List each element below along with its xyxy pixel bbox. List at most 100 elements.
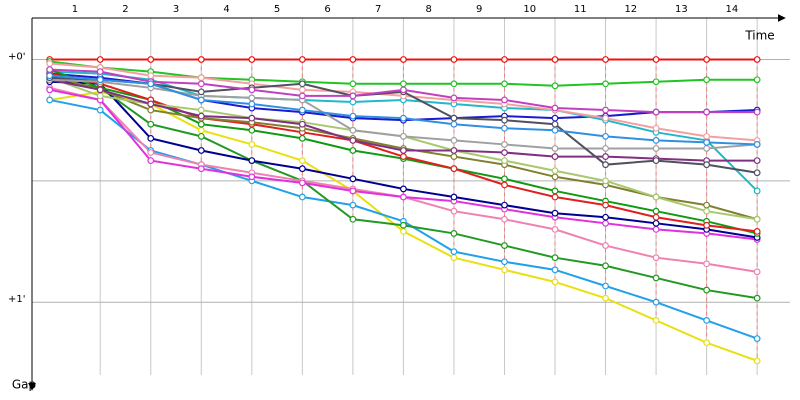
point (450, 248, 458, 256)
x-tick-label: 6 (324, 4, 330, 15)
point (652, 78, 660, 86)
point (248, 100, 256, 108)
point (450, 193, 458, 201)
point (400, 86, 407, 94)
point (703, 108, 711, 116)
point (298, 134, 306, 142)
point (652, 274, 660, 282)
point (501, 266, 508, 274)
point (703, 286, 711, 294)
point (298, 86, 306, 94)
point (753, 335, 761, 342)
point (753, 187, 761, 195)
point (400, 114, 407, 122)
point (703, 145, 711, 152)
point (96, 86, 104, 94)
point (197, 74, 205, 82)
point (450, 230, 458, 237)
point (652, 193, 660, 201)
point (551, 254, 559, 262)
point (703, 339, 711, 347)
point (602, 80, 609, 88)
point (349, 80, 357, 88)
point (147, 134, 155, 142)
point (248, 56, 256, 63)
x-tick-label: 8 (425, 4, 431, 15)
point (197, 106, 205, 114)
point (602, 145, 609, 152)
point (551, 167, 559, 175)
point (551, 278, 559, 286)
point (652, 124, 660, 132)
point (450, 207, 458, 215)
point (147, 100, 155, 108)
point (147, 157, 155, 165)
point (96, 68, 104, 76)
point (501, 157, 508, 165)
point (450, 80, 458, 88)
point (400, 132, 407, 140)
point (450, 120, 458, 128)
point (703, 316, 711, 324)
x-tick-label: 5 (274, 4, 280, 15)
y-tick-label: +1' (8, 294, 26, 305)
point (248, 114, 256, 122)
x-tick-label: 11 (574, 4, 587, 15)
point (197, 126, 205, 134)
point (652, 213, 660, 221)
point (450, 56, 458, 63)
point (501, 258, 508, 266)
point (298, 179, 306, 187)
point (147, 80, 155, 88)
point (248, 126, 256, 134)
point (652, 108, 660, 116)
point (248, 94, 256, 102)
x-tick-label: 12 (624, 4, 637, 15)
point (602, 282, 609, 290)
point (753, 56, 761, 63)
point (703, 201, 711, 209)
point (349, 147, 357, 154)
point (602, 219, 609, 227)
point (652, 219, 660, 227)
point (703, 56, 711, 63)
point (349, 126, 357, 134)
point (298, 92, 306, 100)
point (753, 228, 761, 235)
point (551, 104, 559, 112)
point (551, 153, 559, 160)
point (652, 254, 660, 262)
point (753, 108, 761, 116)
point (652, 225, 660, 233)
point (147, 106, 155, 114)
point (551, 120, 559, 128)
x-tick-label: 1 (72, 4, 78, 15)
point (400, 228, 407, 235)
point (450, 153, 458, 160)
point (197, 96, 205, 104)
point (551, 173, 559, 181)
point (96, 56, 104, 63)
point (602, 201, 609, 209)
x-axis-title: Time (744, 29, 774, 43)
point (551, 193, 559, 201)
point (46, 72, 54, 80)
point (501, 175, 508, 183)
point (298, 165, 306, 173)
point (298, 193, 306, 201)
point (551, 145, 559, 152)
point (703, 139, 711, 146)
point (753, 157, 761, 165)
point (551, 209, 559, 217)
point (551, 126, 559, 134)
point (197, 120, 205, 128)
point (501, 215, 508, 223)
point (551, 266, 559, 274)
point (197, 147, 205, 154)
point (197, 88, 205, 96)
point (501, 124, 508, 132)
point (450, 254, 458, 262)
point (551, 82, 559, 90)
x-tick-label: 13 (675, 4, 688, 15)
point (652, 298, 660, 306)
